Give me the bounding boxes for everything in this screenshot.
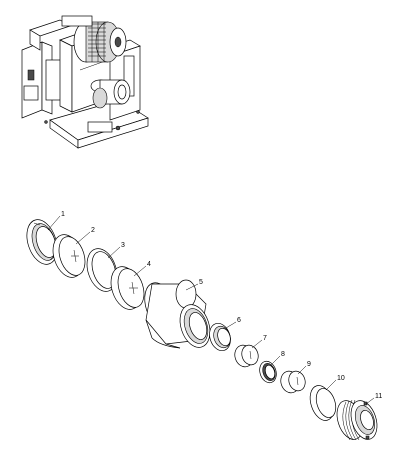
part-ring-8 <box>259 360 277 384</box>
part-lens-2 <box>52 234 86 278</box>
leader-lines <box>47 215 375 405</box>
label-part-2: 2 <box>91 227 95 234</box>
part-ring-10 <box>309 385 337 421</box>
assembly-overview <box>21 15 149 149</box>
part-barrel-5 <box>144 279 211 349</box>
label-part-10: 10 <box>337 375 345 382</box>
label-part-1: 1 <box>61 211 65 218</box>
part-ring-1 <box>26 219 58 265</box>
label-part-5: 5 <box>199 279 203 286</box>
label-part-4: 4 <box>147 261 151 268</box>
part-ring-6 <box>209 322 231 352</box>
label-part-3: 3 <box>121 242 125 249</box>
label-part-6: 6 <box>237 317 241 324</box>
label-part-8: 8 <box>281 351 285 358</box>
part-ring-3 <box>86 248 118 292</box>
part-lens-9 <box>280 370 306 394</box>
part-lens-7 <box>234 344 259 368</box>
label-part-11: 11 <box>375 393 382 400</box>
part-labels: 1 2 3 4 5 6 7 8 9 10 11 <box>61 211 382 400</box>
label-part-7: 7 <box>263 335 267 342</box>
part-retainer-11 <box>336 399 378 441</box>
label-part-9: 9 <box>307 361 311 368</box>
part-lens-4 <box>110 266 145 310</box>
